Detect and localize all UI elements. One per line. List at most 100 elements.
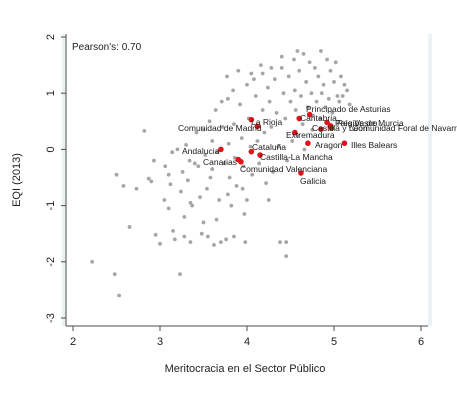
data-point [255, 139, 260, 143]
highlighted-point [306, 111, 313, 118]
data-point [90, 259, 95, 264]
data-point [310, 127, 315, 132]
data-point [248, 144, 253, 149]
data-point [297, 68, 302, 73]
data-point [168, 182, 173, 187]
data-point [316, 74, 321, 79]
data-point [278, 240, 282, 245]
data-point [250, 172, 255, 177]
data-point [340, 94, 345, 98]
data-point [259, 63, 263, 67]
data-point [208, 175, 213, 180]
data-point [192, 161, 197, 166]
data-point [300, 122, 305, 127]
data-point [225, 96, 230, 101]
y-tick-label: 1 [45, 90, 57, 96]
data-point [225, 192, 230, 197]
data-point [180, 169, 185, 174]
data-point [231, 88, 235, 93]
background-points [90, 49, 352, 298]
point-label: Región de Murcia [337, 118, 404, 128]
highlighted-point [341, 140, 348, 147]
data-point [319, 49, 323, 53]
data-point [272, 77, 277, 82]
data-point [269, 125, 274, 129]
data-point [342, 82, 347, 87]
data-point [217, 198, 222, 202]
data-point [283, 116, 288, 121]
data-point [345, 88, 349, 93]
data-point [134, 186, 139, 191]
data-point [323, 105, 328, 110]
data-point [158, 241, 162, 246]
data-point [253, 94, 258, 98]
x-tick-label: 4 [244, 336, 250, 348]
highlighted-point [292, 129, 298, 136]
data-point [220, 125, 225, 129]
data-point [333, 60, 338, 65]
x-axis-ticks: 2 3 4 5 6 [70, 326, 424, 348]
data-point [318, 116, 322, 121]
data-point [149, 179, 154, 184]
data-point [162, 198, 167, 202]
data-point [219, 240, 223, 245]
data-point [232, 122, 236, 127]
data-point [243, 240, 248, 245]
data-point [198, 195, 202, 200]
data-point [121, 184, 126, 188]
data-point [292, 88, 297, 93]
point-label: Castilla-La Mancha [260, 152, 333, 162]
y-axis-title: EQI (2013) [11, 153, 23, 207]
data-point [276, 144, 281, 149]
data-point [152, 158, 156, 163]
highlighted-point [318, 126, 324, 132]
data-point [184, 143, 189, 147]
point-label: Comunidad de Madrid [178, 123, 262, 133]
data-point [219, 99, 224, 104]
point-label: País Vasco [335, 118, 378, 128]
data-point [257, 161, 262, 166]
data-point [260, 108, 265, 112]
data-point [274, 110, 279, 115]
data-point [232, 234, 236, 239]
y-tick-label: 0 [45, 146, 57, 152]
data-point [285, 158, 289, 163]
highlighted-point [328, 125, 335, 131]
data-point [304, 80, 309, 84]
highlighted-point [296, 115, 303, 122]
y-tick-label: -3 [45, 313, 57, 323]
data-point [199, 231, 204, 236]
data-point [212, 243, 216, 247]
highlighted-point [257, 152, 263, 158]
data-point [241, 164, 246, 169]
data-point [175, 147, 180, 152]
data-point [215, 150, 220, 155]
data-point [166, 206, 171, 211]
data-point [210, 139, 215, 143]
data-point [295, 49, 300, 53]
data-point [288, 99, 293, 104]
data-point [114, 172, 119, 177]
data-point [279, 66, 284, 70]
point-label: Extremadura [286, 130, 335, 140]
x-tick-label: 3 [157, 336, 163, 348]
data-point [190, 203, 195, 208]
data-point [293, 108, 298, 112]
data-point [226, 141, 231, 146]
data-point [309, 91, 314, 96]
data-point [182, 234, 187, 239]
highlighted-point [298, 170, 304, 176]
data-point [245, 198, 249, 202]
highlighted-point [218, 146, 224, 153]
data-point [347, 102, 352, 107]
data-point [201, 220, 206, 225]
data-point [142, 128, 147, 133]
data-point [185, 178, 190, 183]
data-point [314, 99, 319, 104]
highlighted-point [248, 116, 255, 123]
x-tick-label: 5 [331, 336, 337, 348]
x-tick-label: 6 [418, 336, 424, 348]
data-point [301, 51, 306, 56]
data-point [279, 54, 284, 59]
data-point [201, 127, 206, 132]
